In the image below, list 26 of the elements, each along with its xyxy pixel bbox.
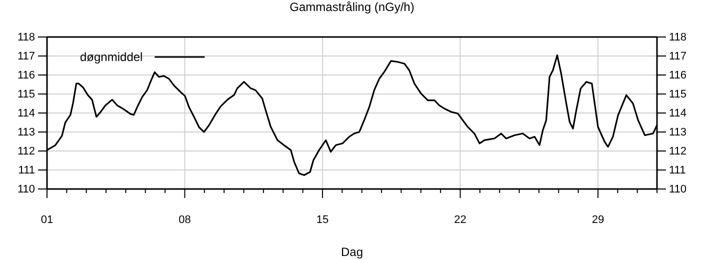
y-tick-label: 112 — [17, 146, 35, 158]
y-tick-label: 113 — [17, 126, 35, 139]
legend-label: døgnmiddel — [80, 50, 143, 64]
x-tick-label: 15 — [316, 214, 329, 226]
y-tick-label: 114 — [17, 108, 35, 120]
chart-title: Gammastråling (nGy/h) — [290, 0, 414, 14]
x-tick-label: 08 — [178, 214, 191, 226]
y2-tick-label: 116 — [669, 70, 687, 82]
y2-tick-label: 112 — [669, 146, 687, 158]
y-tick-label: 116 — [17, 70, 35, 82]
y-tick-label: 117 — [17, 50, 35, 63]
x-tick-label: 22 — [454, 214, 466, 226]
y2-tick-label: 118 — [669, 32, 687, 44]
y-tick-label: 111 — [18, 164, 35, 177]
y-tick-label: 110 — [17, 184, 35, 196]
y2-tick-label: 111 — [669, 164, 686, 177]
y2-tick-label: 115 — [669, 88, 687, 101]
x-axis-title: Dag — [340, 245, 364, 259]
x-tick-label: 29 — [592, 214, 604, 226]
y-tick-label: 118 — [17, 32, 35, 44]
y2-tick-label: 110 — [669, 184, 687, 196]
y2-tick-label: 117 — [669, 50, 687, 63]
y2-tick-label: 114 — [669, 108, 687, 120]
y-tick-label: 115 — [17, 88, 35, 101]
x-tick-label: 01 — [40, 214, 54, 226]
y2-tick-label: 113 — [669, 126, 687, 139]
